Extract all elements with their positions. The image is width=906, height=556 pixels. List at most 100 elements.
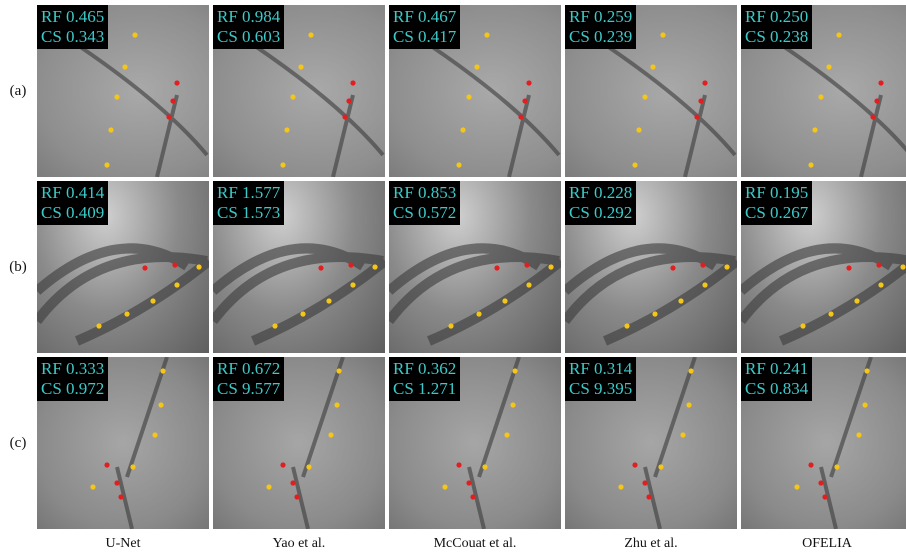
image-panel: RF 0.250 CS 0.238	[741, 5, 906, 177]
xray-overlay	[389, 243, 561, 346]
marker	[280, 462, 286, 468]
marker	[698, 98, 704, 104]
marker	[808, 162, 814, 168]
marker	[864, 368, 870, 374]
metric-box: RF 0.241 CS 0.834	[741, 357, 813, 401]
marker	[132, 32, 138, 38]
marker	[166, 114, 172, 120]
marker	[812, 127, 818, 133]
marker	[158, 402, 164, 408]
marker	[442, 484, 448, 490]
marker	[874, 98, 880, 104]
marker	[96, 323, 102, 329]
cs-score: CS 9.395	[569, 379, 633, 398]
marker	[510, 402, 516, 408]
cs-score: CS 1.271	[393, 379, 457, 398]
cs-score: CS 0.267	[745, 203, 809, 222]
marker	[174, 80, 180, 86]
cs-score: CS 0.292	[569, 203, 633, 222]
cs-score: CS 0.972	[41, 379, 105, 398]
marker	[298, 64, 304, 70]
cs-score: CS 0.343	[41, 27, 105, 46]
image-panel: RF 0.314 CS 9.395	[565, 357, 737, 529]
marker	[652, 311, 658, 317]
metric-box: RF 0.414 CS 0.409	[37, 181, 109, 225]
marker	[152, 432, 158, 438]
marker	[328, 432, 334, 438]
marker	[632, 462, 638, 468]
marker	[548, 264, 554, 270]
cs-score: CS 9.577	[217, 379, 281, 398]
marker	[828, 311, 834, 317]
image-panel: RF 1.577 CS 1.573	[213, 181, 385, 353]
catheter	[291, 357, 345, 529]
image-panel: RF 0.853 CS 0.572	[389, 181, 561, 353]
marker	[846, 265, 852, 271]
image-panel: RF 0.362 CS 1.271	[389, 357, 561, 529]
rf-score: RF 0.414	[41, 183, 105, 202]
marker	[466, 94, 472, 100]
rf-score: RF 0.465	[41, 7, 105, 26]
marker	[280, 162, 286, 168]
marker	[794, 484, 800, 490]
rf-score: RF 0.259	[569, 7, 633, 26]
column-label: OFELIA	[802, 536, 852, 551]
catheter	[819, 357, 873, 529]
rf-score: RF 0.314	[569, 359, 633, 378]
marker	[474, 64, 480, 70]
marker	[318, 265, 324, 271]
catheter	[213, 243, 385, 346]
row-label: (b)	[9, 259, 27, 275]
marker	[504, 432, 510, 438]
rf-score: RF 0.853	[393, 183, 457, 202]
column-label: McCouat et al.	[433, 536, 517, 551]
xray-overlay	[565, 243, 737, 346]
marker	[456, 162, 462, 168]
marker	[372, 264, 378, 270]
metric-box: RF 0.467 CS 0.417	[389, 5, 461, 49]
marker	[108, 127, 114, 133]
marker	[172, 262, 178, 268]
image-panel: RF 0.672 CS 9.577	[213, 357, 385, 529]
marker	[350, 282, 356, 288]
marker	[512, 368, 518, 374]
metric-box: RF 0.333 CS 0.972	[37, 357, 109, 401]
marker	[266, 484, 272, 490]
marker	[870, 114, 876, 120]
marker	[350, 80, 356, 86]
marker	[118, 494, 124, 500]
marker	[346, 98, 352, 104]
marker	[826, 64, 832, 70]
marker	[306, 464, 312, 470]
xray-overlay	[618, 357, 697, 529]
marker	[448, 323, 454, 329]
marker	[526, 282, 532, 288]
catheter	[115, 357, 169, 529]
marker	[104, 162, 110, 168]
marker	[326, 298, 332, 304]
marker	[90, 484, 96, 490]
rf-score: RF 0.467	[393, 7, 457, 26]
cs-score: CS 0.239	[569, 27, 633, 46]
image-panel: RF 0.467 CS 0.417	[389, 5, 561, 177]
metric-box: RF 1.577 CS 1.573	[213, 181, 285, 225]
metric-box: RF 0.195 CS 0.267	[741, 181, 813, 225]
cs-score: CS 0.409	[41, 203, 105, 222]
marker	[688, 368, 694, 374]
marker	[636, 127, 642, 133]
marker	[878, 80, 884, 86]
image-panel: RF 0.333 CS 0.972	[37, 357, 209, 529]
marker	[196, 264, 202, 270]
cs-score: CS 0.834	[745, 379, 809, 398]
catheter	[389, 243, 561, 346]
marker	[694, 114, 700, 120]
marker	[862, 402, 868, 408]
marker	[818, 94, 824, 100]
marker	[308, 32, 314, 38]
rf-score: RF 0.250	[745, 7, 809, 26]
xray-overlay	[213, 243, 385, 346]
marker	[470, 494, 476, 500]
marker	[642, 480, 648, 486]
image-panel: RF 0.414 CS 0.409	[37, 181, 209, 353]
marker	[272, 323, 278, 329]
